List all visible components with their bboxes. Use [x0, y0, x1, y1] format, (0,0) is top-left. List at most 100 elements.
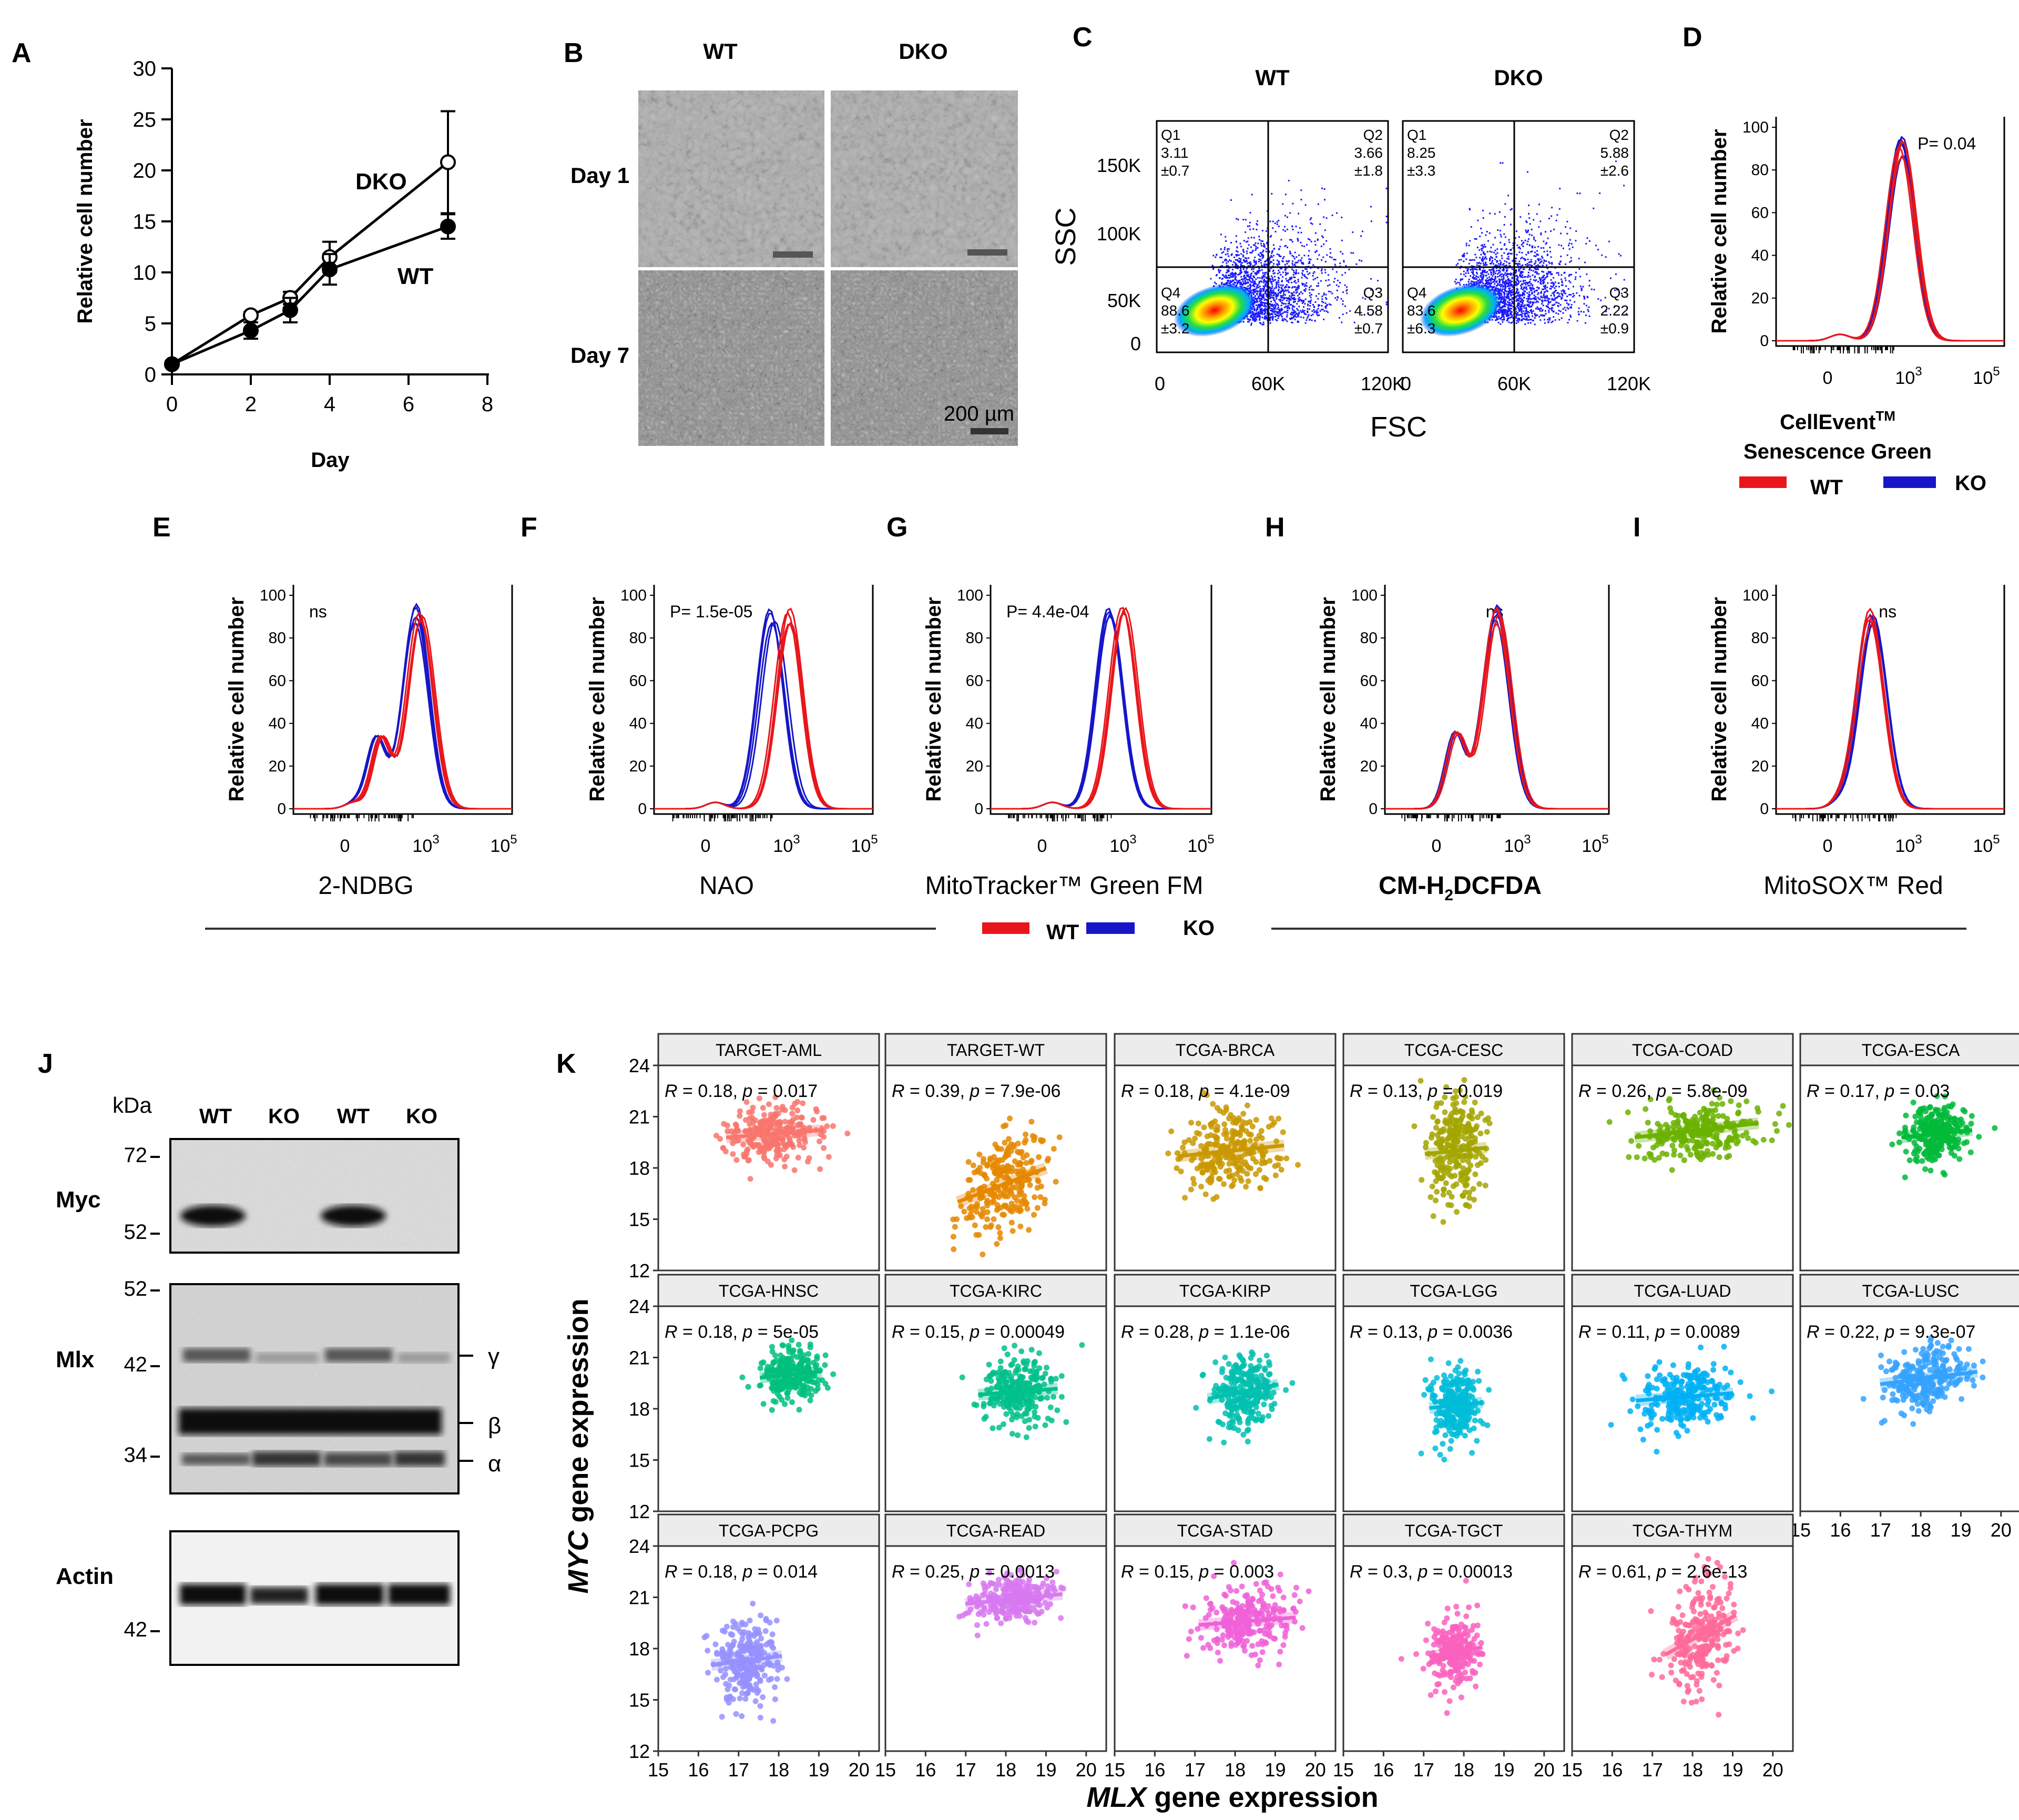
event-dot — [1220, 248, 1222, 250]
event-dot — [1502, 280, 1504, 281]
event-dot — [1494, 259, 1496, 260]
event-dot — [1342, 291, 1344, 293]
event-dot — [1263, 263, 1265, 265]
event-dot — [1535, 260, 1536, 262]
event-dot — [1511, 308, 1512, 309]
event-dot — [1247, 271, 1248, 273]
event-dot — [1332, 215, 1333, 216]
flow-plot-wt: WTQ13.11±0.7Q23.66±1.8Q34.58±0.7Q488.6±3… — [1097, 65, 1405, 394]
event-dot — [1321, 188, 1323, 189]
event-dot — [1568, 242, 1570, 244]
event-dot — [1233, 261, 1235, 263]
event-dot — [1281, 281, 1282, 282]
event-dot — [1258, 261, 1260, 262]
event-dot — [1528, 269, 1530, 271]
event-dot — [1292, 318, 1293, 319]
event-dot — [1274, 288, 1276, 289]
event-dot — [1517, 298, 1519, 300]
event-dot — [1292, 307, 1293, 309]
event-dot — [1460, 273, 1462, 275]
event-dot — [1283, 294, 1284, 296]
event-dot — [1504, 216, 1506, 218]
event-dot — [1283, 293, 1284, 294]
event-dot — [1278, 283, 1279, 285]
event-dot — [1299, 297, 1300, 298]
event-dot — [1534, 291, 1535, 293]
event-dot — [1304, 268, 1306, 270]
event-dot — [1279, 312, 1281, 313]
event-dot — [1504, 243, 1505, 245]
event-dot — [1527, 296, 1529, 297]
event-dot — [1322, 257, 1324, 258]
event-dot — [1484, 258, 1485, 260]
event-dot — [1524, 312, 1526, 314]
event-dot — [1330, 291, 1331, 292]
event-dot — [1316, 295, 1317, 297]
event-dot — [1242, 219, 1244, 220]
event-dot — [1344, 284, 1346, 286]
event-dot — [1531, 235, 1533, 236]
event-dot — [1502, 306, 1503, 307]
event-dot — [1481, 277, 1483, 279]
a-series-label-dko: DKO — [355, 169, 407, 195]
event-dot — [1263, 302, 1265, 303]
event-dot — [1589, 280, 1590, 281]
event-dot — [1284, 294, 1286, 296]
event-dot — [1556, 272, 1557, 274]
event-dot — [1259, 304, 1261, 306]
event-dot — [1526, 263, 1528, 265]
event-dot — [1304, 276, 1306, 277]
event-dot — [1333, 281, 1335, 282]
event-dot — [1265, 299, 1267, 300]
event-dot — [1271, 317, 1272, 318]
data-point-wt — [244, 324, 258, 338]
event-dot — [1225, 236, 1226, 238]
event-dot — [1518, 319, 1520, 321]
panel-label-h: H — [1265, 512, 1285, 543]
event-dot — [1534, 277, 1536, 278]
event-dot — [1261, 301, 1262, 302]
event-dot — [1533, 219, 1534, 221]
quadrant-value: 3.66 — [1354, 145, 1383, 161]
event-dot — [1263, 289, 1265, 290]
event-dot — [1242, 280, 1244, 282]
event-dot — [1337, 297, 1339, 298]
event-dot — [1564, 307, 1566, 308]
event-dot — [1501, 296, 1502, 298]
event-dot — [1287, 298, 1288, 299]
event-dot — [1532, 301, 1533, 303]
event-dot — [1262, 255, 1264, 257]
event-dot — [1307, 273, 1309, 275]
event-dot — [1301, 245, 1303, 247]
event-dot — [1249, 229, 1251, 230]
event-dot — [1245, 257, 1246, 259]
event-dot — [1282, 320, 1284, 321]
event-dot — [1279, 310, 1280, 312]
event-dot — [1534, 323, 1536, 325]
event-dot — [1504, 203, 1506, 205]
event-dot — [1503, 233, 1505, 235]
event-dot — [1328, 279, 1330, 281]
event-dot — [1318, 308, 1319, 310]
x-tick-label: 105 — [1187, 832, 1214, 856]
event-dot — [1539, 262, 1541, 264]
event-dot — [1257, 301, 1258, 303]
event-dot — [1597, 249, 1599, 250]
event-dot — [1245, 280, 1246, 281]
event-dot — [1498, 270, 1500, 271]
event-dot — [1520, 295, 1521, 297]
event-dot — [1269, 306, 1270, 307]
event-dot — [1266, 230, 1267, 232]
event-dot — [1601, 255, 1603, 256]
event-dot — [1529, 281, 1531, 282]
event-dot — [1240, 253, 1242, 255]
event-dot — [1553, 316, 1554, 318]
event-dot — [1242, 255, 1244, 256]
x-tick-label: 103 — [773, 832, 800, 856]
event-dot — [1269, 270, 1270, 272]
event-dot — [1586, 305, 1587, 307]
event-dot — [1256, 298, 1257, 299]
y-tick-label: 5 — [145, 312, 156, 335]
event-dot — [1323, 294, 1324, 296]
event-dot — [1576, 192, 1578, 194]
